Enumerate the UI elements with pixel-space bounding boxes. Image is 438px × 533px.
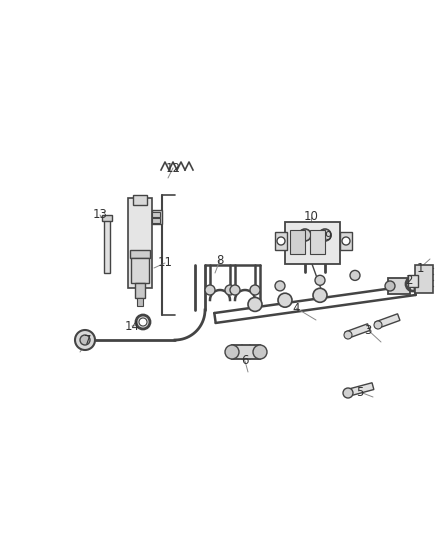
Bar (130, 250, 150, 258)
Bar (131, 258, 149, 283)
Bar (102, 215, 112, 221)
Text: 14: 14 (124, 319, 139, 333)
Text: 4: 4 (292, 302, 300, 314)
Bar (232, 345, 260, 359)
Circle shape (250, 285, 260, 295)
Bar (128, 198, 152, 288)
Text: 6: 6 (241, 354, 249, 367)
Bar (375, 314, 400, 328)
Text: 12: 12 (166, 161, 180, 174)
Circle shape (344, 331, 352, 339)
Text: 13: 13 (92, 208, 107, 222)
Bar (345, 324, 370, 338)
Bar (408, 275, 418, 287)
Circle shape (275, 281, 285, 291)
Circle shape (75, 330, 95, 350)
Circle shape (342, 237, 350, 245)
Bar (345, 383, 374, 397)
Text: 2: 2 (405, 273, 413, 287)
Circle shape (277, 237, 285, 245)
Bar (295, 235, 335, 253)
Text: 7: 7 (84, 334, 92, 346)
Text: 8: 8 (216, 254, 224, 266)
Text: 11: 11 (158, 256, 173, 270)
Bar (137, 298, 143, 306)
Text: 5: 5 (356, 385, 364, 399)
Text: 10: 10 (304, 211, 318, 223)
Text: 9: 9 (324, 230, 332, 244)
Circle shape (299, 229, 311, 241)
Circle shape (343, 388, 353, 398)
Bar (152, 210, 162, 224)
Circle shape (350, 270, 360, 280)
Circle shape (139, 318, 147, 326)
Bar (340, 232, 352, 250)
Bar (388, 278, 410, 294)
Circle shape (225, 345, 239, 359)
Bar (310, 230, 325, 254)
Circle shape (385, 281, 395, 291)
Circle shape (253, 345, 267, 359)
Circle shape (248, 297, 262, 311)
Circle shape (319, 229, 331, 241)
Circle shape (278, 293, 292, 307)
Circle shape (225, 285, 235, 295)
Bar (285, 222, 340, 264)
Circle shape (230, 285, 240, 295)
Bar (415, 265, 433, 293)
Bar (290, 230, 305, 254)
Circle shape (136, 315, 150, 329)
Bar (152, 212, 160, 217)
Circle shape (315, 276, 325, 285)
Circle shape (313, 288, 327, 302)
Circle shape (80, 335, 90, 345)
Bar (135, 283, 145, 298)
Bar (275, 232, 287, 250)
Circle shape (374, 321, 382, 329)
Text: 1: 1 (416, 262, 424, 274)
Text: 3: 3 (364, 324, 372, 336)
Bar (152, 218, 160, 223)
Bar (133, 195, 147, 205)
Circle shape (205, 285, 215, 295)
Bar (104, 218, 110, 273)
